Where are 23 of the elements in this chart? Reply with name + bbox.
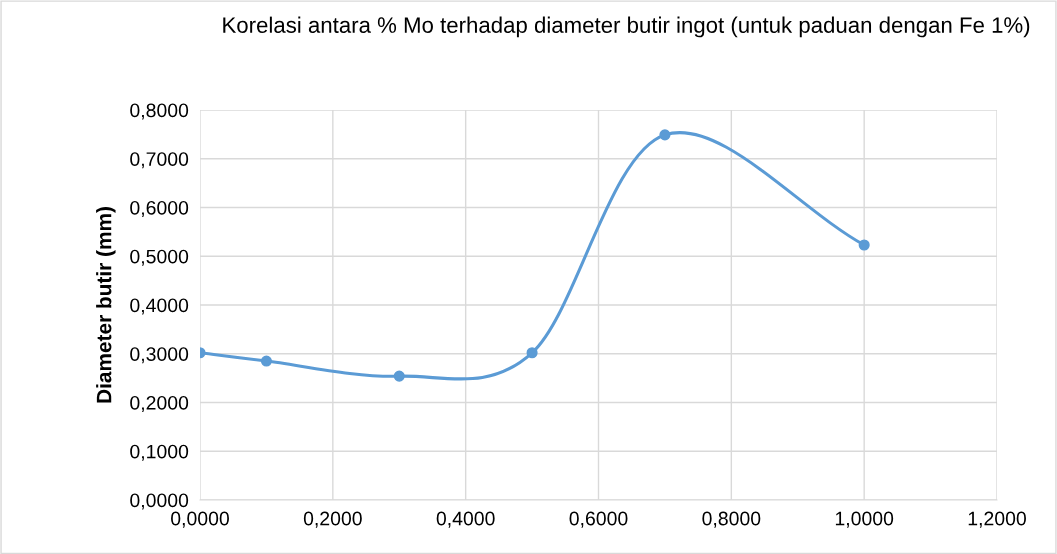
y-tick-label: 0,2000: [130, 395, 189, 413]
y-tick-label: 0,6000: [130, 200, 189, 218]
y-tick-label: 0,7000: [130, 152, 189, 169]
y-tick-label: 0,0000: [130, 493, 189, 510]
y-tick-label: 0,4000: [130, 298, 189, 315]
y-tick-label: 0,5000: [130, 249, 189, 266]
x-tick-label: 1,0000: [835, 511, 894, 528]
x-tick-label: 1,2000: [968, 511, 1026, 528]
point: [858, 239, 870, 251]
x-tick-label: 0,4000: [436, 511, 495, 528]
point: [393, 370, 405, 382]
point: [659, 129, 671, 141]
chart-title: Korelasi antara % Mo terhadap diameter butir ingot (untuk paduan dengan Fe 1%): [223, 16, 1030, 38]
point: [260, 355, 272, 367]
x-tick-label: 0,0000: [171, 511, 229, 528]
y-axis-title: Diameter butir (mm): [96, 207, 116, 403]
y-tick-label: 0,1000: [130, 444, 189, 461]
x-tick-label: 0,6000: [569, 511, 628, 528]
y-tick-label: 0,3000: [130, 347, 189, 364]
point: [526, 347, 538, 359]
x-tick-label: 0,2000: [303, 511, 362, 528]
x-tick-label: 0,8000: [702, 511, 761, 528]
y-tick-label: 0,8000: [130, 103, 189, 120]
